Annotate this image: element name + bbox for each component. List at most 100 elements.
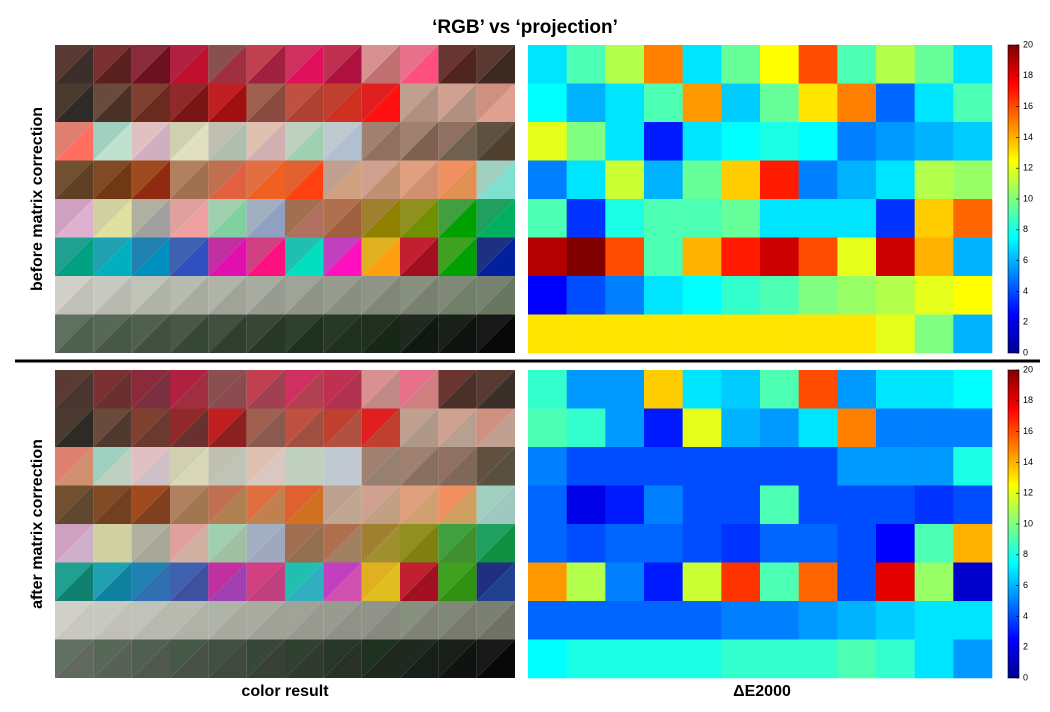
patch-reference — [131, 639, 170, 678]
heat-cell — [682, 370, 722, 409]
patch-result — [55, 122, 94, 161]
patch-reference — [361, 601, 400, 640]
patch-result — [170, 562, 209, 601]
patch-reference — [285, 160, 324, 199]
patch-result — [476, 639, 515, 678]
patch-result — [55, 314, 94, 353]
patch-reference — [55, 524, 94, 563]
heat-cell — [837, 639, 877, 679]
patch-reference — [131, 237, 170, 276]
heat-cell — [605, 314, 645, 354]
patch-result — [55, 639, 94, 678]
heat-cell — [953, 314, 993, 354]
patch-reference — [131, 83, 170, 122]
colorbar-tick-label: 4 — [1023, 611, 1028, 621]
patch-result — [476, 524, 515, 563]
heat-cell — [644, 276, 683, 315]
patch-reference — [93, 122, 132, 161]
patch-result — [438, 314, 477, 353]
patch-reference — [476, 45, 515, 84]
patch-reference — [170, 601, 209, 640]
heat-cell — [798, 370, 838, 409]
patch-result — [208, 370, 247, 409]
patch-result — [246, 237, 285, 276]
heat-cell — [798, 408, 838, 448]
heat-cell — [798, 122, 838, 161]
patch-result — [246, 447, 285, 486]
patch-result — [361, 199, 400, 238]
patch-result — [170, 601, 209, 640]
patch-result — [170, 45, 209, 84]
heat-cell — [876, 408, 915, 448]
patch-result — [438, 524, 477, 563]
patch-result — [93, 199, 132, 238]
heat-cell — [682, 639, 722, 679]
heat-cell — [837, 237, 877, 277]
patch-reference — [170, 237, 209, 276]
patch-result — [246, 639, 285, 678]
patch-reference — [400, 601, 439, 640]
heat-cell — [528, 83, 567, 123]
patch-reference — [93, 276, 132, 315]
heat-cell — [528, 314, 567, 354]
patch-reference — [131, 122, 170, 161]
heat-cell — [605, 524, 645, 563]
patch-result — [170, 485, 209, 524]
patch-reference — [285, 237, 324, 276]
patch-result — [93, 370, 132, 409]
heat-cell — [876, 562, 915, 602]
patch-reference — [285, 199, 324, 238]
colorbar-tick-label: 10 — [1023, 518, 1033, 528]
patch-reference — [361, 408, 400, 447]
patch-result — [131, 160, 170, 199]
patch-result — [476, 447, 515, 486]
heat-cell — [798, 447, 838, 486]
heat-cell — [760, 199, 799, 238]
patch-result — [361, 45, 400, 84]
heat-cell — [721, 122, 761, 161]
x-label: color result — [241, 683, 329, 700]
patch-reference — [246, 199, 285, 238]
heat-cell — [876, 447, 915, 486]
heat-cell — [721, 237, 761, 277]
patch-reference — [131, 199, 170, 238]
heat-cell — [682, 314, 722, 354]
patch-reference — [55, 562, 94, 601]
patch-result — [246, 160, 285, 199]
colorbar-tick-label: 20 — [1023, 39, 1033, 49]
patch-reference — [131, 601, 170, 640]
patch-reference — [400, 237, 439, 276]
colorbar-tick-label: 14 — [1023, 132, 1033, 142]
heat-cell — [760, 562, 799, 602]
heat-cell — [798, 45, 838, 84]
heat-cell — [760, 45, 799, 84]
patch-result — [246, 485, 285, 524]
heat-cell — [528, 524, 567, 563]
heat-cell — [837, 199, 877, 238]
heat-cell — [721, 45, 761, 84]
patch-result — [323, 524, 362, 563]
patch-reference — [476, 237, 515, 276]
patch-reference — [93, 485, 132, 524]
patch-reference — [361, 639, 400, 678]
heat-cell — [798, 524, 838, 563]
patch-reference — [246, 83, 285, 122]
patch-result — [361, 237, 400, 276]
patch-result — [400, 370, 439, 409]
patch-reference — [170, 524, 209, 563]
patch-result — [208, 237, 247, 276]
patch-result — [323, 447, 362, 486]
heat-cell — [528, 639, 567, 679]
heat-cell — [566, 314, 606, 354]
patch-result — [285, 160, 324, 199]
heat-cell — [644, 485, 683, 525]
patch-result — [285, 524, 324, 563]
heat-cell — [914, 562, 954, 602]
patch-result — [55, 562, 94, 601]
patch-reference — [476, 276, 515, 315]
heat-cell — [644, 122, 683, 161]
patch-reference — [131, 370, 170, 409]
patch-result — [208, 639, 247, 678]
patch-result — [55, 45, 94, 84]
